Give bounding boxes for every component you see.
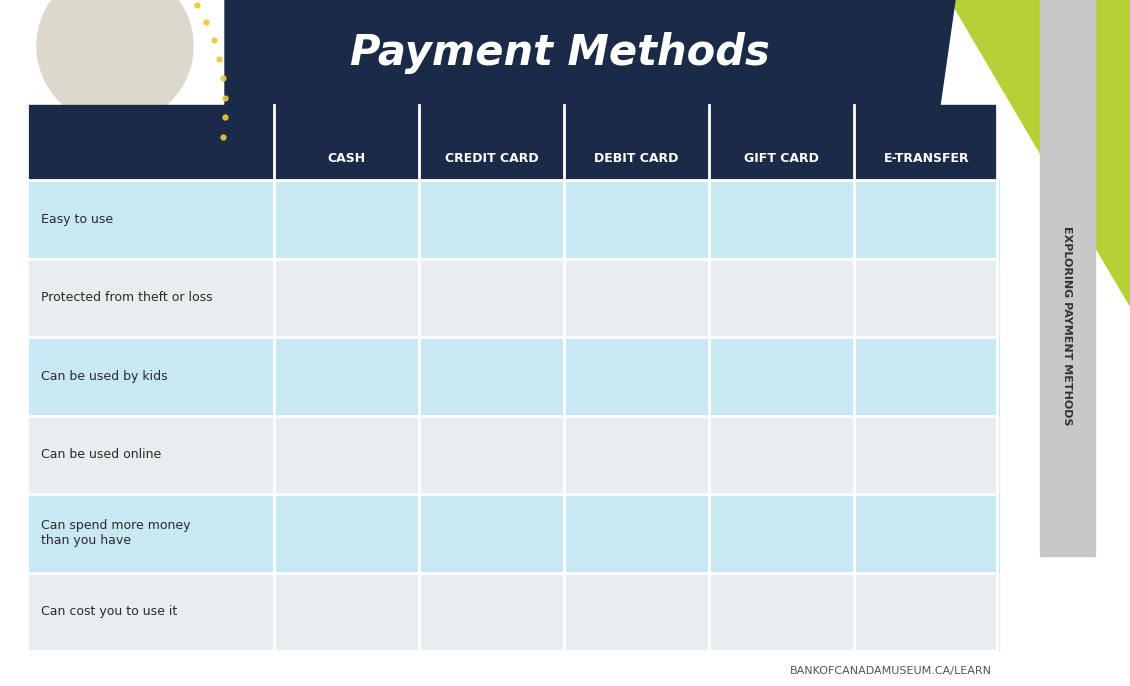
Text: Can be used by kids: Can be used by kids	[41, 370, 167, 383]
Text: Protected from theft or loss: Protected from theft or loss	[41, 292, 212, 305]
Bar	[854, 259, 999, 337]
Text: Easy to use: Easy to use	[41, 213, 113, 226]
Bar	[273, 180, 419, 259]
Bar	[27, 105, 997, 180]
Bar	[709, 259, 854, 337]
Bar	[564, 573, 709, 651]
Bar	[419, 573, 564, 651]
Text: E-TRANSFER: E-TRANSFER	[884, 152, 970, 165]
Polygon shape	[950, 0, 1130, 306]
Bar	[709, 416, 854, 494]
Bar	[273, 494, 419, 573]
Bar	[273, 337, 419, 416]
Bar	[709, 573, 854, 651]
Text: Payment Methods: Payment Methods	[350, 32, 770, 73]
Bar	[854, 180, 999, 259]
Text: Can cost you to use it: Can cost you to use it	[41, 605, 177, 618]
Polygon shape	[225, 0, 955, 105]
Bar	[273, 259, 419, 337]
Bar	[709, 180, 854, 259]
Text: CREDIT CARD: CREDIT CARD	[445, 152, 538, 165]
Bar	[564, 180, 709, 259]
Bar	[27, 494, 273, 573]
Circle shape	[37, 0, 193, 124]
Bar	[419, 494, 564, 573]
Text: Can be used online: Can be used online	[41, 448, 162, 461]
Bar	[419, 259, 564, 337]
Bar	[27, 180, 273, 259]
Bar	[419, 180, 564, 259]
Bar	[27, 416, 273, 494]
Text: BANKOFCANADAMUSEUM.CA/LEARN: BANKOFCANADAMUSEUM.CA/LEARN	[790, 666, 992, 676]
Bar	[564, 259, 709, 337]
Text: GIFT CARD: GIFT CARD	[744, 152, 819, 165]
Bar	[854, 337, 999, 416]
Bar	[273, 416, 419, 494]
Text: CASH: CASH	[328, 152, 366, 165]
Bar	[273, 573, 419, 651]
Bar	[709, 494, 854, 573]
Bar	[854, 573, 999, 651]
Bar	[27, 573, 273, 651]
Bar	[564, 416, 709, 494]
Bar	[564, 337, 709, 416]
Bar	[709, 337, 854, 416]
Bar	[1040, 0, 1095, 556]
Bar	[27, 337, 273, 416]
Text: Can spend more money
than you have: Can spend more money than you have	[41, 519, 191, 547]
Bar	[419, 416, 564, 494]
Text: DEBIT CARD: DEBIT CARD	[594, 152, 679, 165]
Bar	[564, 494, 709, 573]
Text: EXPLORING PAYMENT METHODS: EXPLORING PAYMENT METHODS	[1062, 226, 1072, 426]
Bar	[854, 494, 999, 573]
Bar	[854, 416, 999, 494]
Bar	[419, 337, 564, 416]
Bar	[27, 259, 273, 337]
